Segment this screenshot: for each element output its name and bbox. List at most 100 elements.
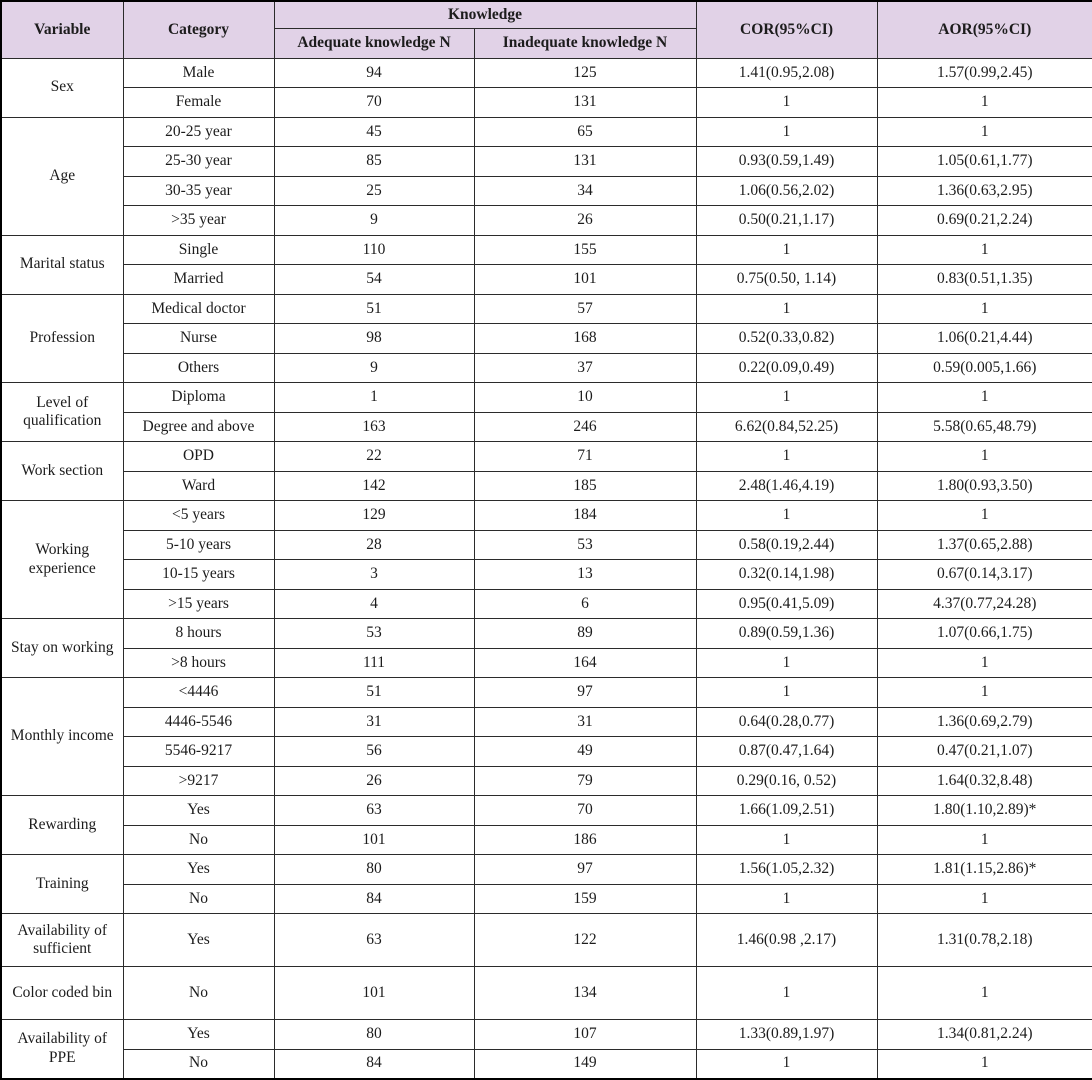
- category-cell: No: [122, 883, 275, 914]
- cor-cell: 1: [695, 647, 878, 678]
- adequate-knowledge-cell: 101: [273, 824, 475, 855]
- aor-cell: 1.80(1.10,2.89)*: [876, 795, 1092, 826]
- cor-cell: 1: [695, 441, 878, 472]
- variable-cell: Working experience: [0, 500, 124, 619]
- aor-cell: 1.34(0.81,2.24): [876, 1019, 1092, 1050]
- cor-cell: 0.58(0.19,2.44): [695, 529, 878, 560]
- cor-cell: 2.48(1.46,4.19): [695, 470, 878, 501]
- cor-cell: 1.46(0.98 ,2.17): [695, 913, 878, 967]
- aor-cell: 1.36(0.69,2.79): [876, 706, 1092, 737]
- table-row: Marital status Single 110 155 1 1: [0, 234, 1092, 295]
- inadequate-knowledge-cell: 101: [473, 264, 697, 295]
- aor-cell: 0.47(0.21,1.07): [876, 736, 1092, 767]
- adequate-knowledge-cell: 110: [273, 234, 475, 265]
- cor-cell: 0.93(0.59,1.49): [695, 146, 878, 177]
- aor-cell: 1.31(0.78,2.18): [876, 913, 1092, 967]
- aor-cell: 1: [876, 647, 1092, 678]
- inadequate-knowledge-cell: 149: [473, 1048, 697, 1079]
- table-row: Degree and above 163 246 6.62(0.84,52.25) 5.…: [1, 411, 1092, 442]
- category-cell: Yes: [122, 854, 275, 885]
- adequate-knowledge-cell: 98: [273, 323, 475, 354]
- inadequate-knowledge-cell: 107: [473, 1019, 697, 1050]
- adequate-knowledge-cell: 63: [273, 795, 475, 826]
- inadequate-knowledge-cell: 185: [473, 470, 697, 501]
- adequate-knowledge-cell: 56: [273, 736, 475, 767]
- cor-cell: 1: [695, 677, 878, 708]
- category-cell: Male: [122, 57, 275, 88]
- inadequate-knowledge-cell: 164: [473, 647, 697, 678]
- aor-cell: 1.64(0.32,8.48): [876, 765, 1092, 796]
- category-cell: Nurse: [122, 323, 275, 354]
- adequate-knowledge-cell: 84: [273, 1048, 475, 1079]
- aor-cell: 1: [876, 1048, 1092, 1079]
- variable-cell: Marital status: [0, 234, 124, 295]
- inadequate-knowledge-cell: 122: [473, 913, 697, 967]
- category-cell: Yes: [122, 795, 275, 826]
- adequate-knowledge-cell: 63: [273, 913, 475, 967]
- inadequate-knowledge-cell: 97: [473, 677, 697, 708]
- cor-cell: 1: [695, 293, 878, 324]
- variable-cell: Color coded bin: [0, 966, 124, 1020]
- adequate-knowledge-cell: 31: [273, 706, 475, 737]
- cor-cell: 0.29(0.16, 0.52): [695, 765, 878, 796]
- table-row: >35 year 9 26 0.50(0.21,1.17) 0.69(0.21,2.24…: [1, 205, 1092, 236]
- inadequate-knowledge-cell: 34: [473, 175, 697, 206]
- aor-cell: 0.67(0.14,3.17): [876, 559, 1092, 590]
- category-cell: Diploma: [122, 382, 275, 413]
- aor-cell: 1: [876, 116, 1092, 147]
- inadequate-knowledge-cell: 125: [473, 57, 697, 88]
- category-cell: Yes: [122, 913, 275, 967]
- category-cell: Others: [122, 352, 275, 383]
- adequate-knowledge-cell: 70: [273, 87, 475, 118]
- inadequate-knowledge-cell: 97: [473, 854, 697, 885]
- category-cell: Ward: [122, 470, 275, 501]
- adequate-knowledge-cell: 22: [273, 441, 475, 472]
- table-row: >9217 26 79 0.29(0.16, 0.52) 1.64(0.32,8.48): [1, 765, 1092, 796]
- aor-cell: 1.81(1.15,2.86)*: [876, 854, 1092, 885]
- category-cell: OPD: [122, 441, 275, 472]
- col-header-aor: AOR(95%CI): [876, 0, 1092, 59]
- cor-cell: 1: [695, 116, 878, 147]
- col-header-knowledge: Knowledge: [273, 0, 697, 29]
- table-row: Working experience <5 years 129 184 1 1: [0, 500, 1092, 619]
- table-row: Availability of PPE Yes 80 107 1.33(0.89,1.9…: [0, 1019, 1092, 1079]
- table-row: >15 years 4 6 0.95(0.41,5.09) 4.37(0.77,24.2…: [1, 588, 1092, 619]
- adequate-knowledge-cell: 163: [273, 411, 475, 442]
- inadequate-knowledge-cell: 134: [473, 966, 697, 1020]
- inadequate-knowledge-cell: 246: [473, 411, 697, 442]
- adequate-knowledge-cell: 111: [273, 647, 475, 678]
- aor-cell: 1.57(0.99,2.45): [876, 57, 1092, 88]
- category-cell: Degree and above: [122, 411, 275, 442]
- adequate-knowledge-cell: 9: [273, 205, 475, 236]
- inadequate-knowledge-cell: 155: [473, 234, 697, 265]
- adequate-knowledge-cell: 129: [273, 500, 475, 531]
- inadequate-knowledge-cell: 65: [473, 116, 697, 147]
- table-row: 5546-9217 56 49 0.87(0.47,1.64) 0.47(0.21,1.…: [1, 736, 1092, 767]
- category-cell: >35 year: [122, 205, 275, 236]
- header-row-sub: Adequate knowledge N Inadequate knowledg…: [1, 27, 1092, 59]
- inadequate-knowledge-cell: 57: [473, 293, 697, 324]
- cor-cell: 1.33(0.89,1.97): [695, 1019, 878, 1050]
- category-cell: 8 hours: [122, 618, 275, 649]
- table-row: Rewarding Yes 63 70 1.66(1.09,2.51) 1.80(1.10…: [0, 795, 1092, 855]
- category-cell: Yes: [122, 1019, 275, 1050]
- cor-cell: 0.32(0.14,1.98): [695, 559, 878, 590]
- aor-cell: 5.58(0.65,48.79): [876, 411, 1092, 442]
- category-cell: No: [122, 966, 275, 1020]
- cor-cell: 1.56(1.05,2.32): [695, 854, 878, 885]
- category-cell: <5 years: [122, 500, 275, 531]
- category-cell: <4446: [122, 677, 275, 708]
- cor-cell: 1: [695, 234, 878, 265]
- adequate-knowledge-cell: 80: [273, 1019, 475, 1050]
- variable-cell: Monthly income: [0, 677, 124, 796]
- variable-cell: Level of qualification: [0, 382, 124, 442]
- variable-cell: Rewarding: [0, 795, 124, 855]
- category-cell: >9217: [122, 765, 275, 796]
- aor-cell: 1: [876, 441, 1092, 472]
- col-header-cor: COR(95%CI): [695, 0, 878, 59]
- adequate-knowledge-cell: 54: [273, 264, 475, 295]
- cor-cell: 1: [695, 966, 878, 1020]
- category-cell: No: [122, 1048, 275, 1079]
- category-cell: 30-35 year: [122, 175, 275, 206]
- table-row: Nurse 98 168 0.52(0.33,0.82) 1.06(0.21,4.44): [1, 323, 1092, 354]
